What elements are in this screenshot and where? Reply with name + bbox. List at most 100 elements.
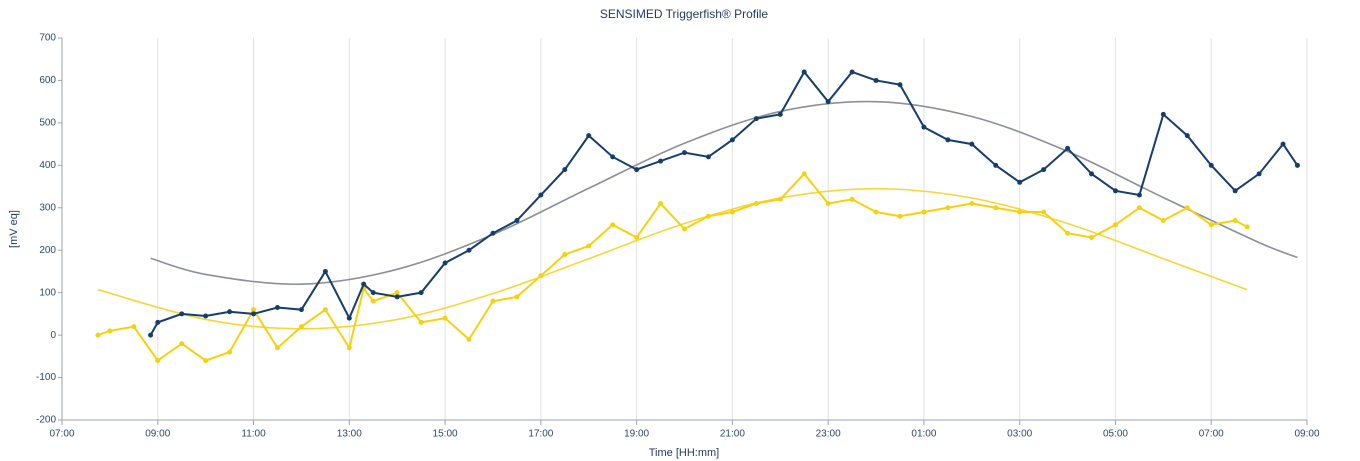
- data-point: [801, 171, 807, 177]
- data-point: [203, 313, 209, 319]
- x-tick-label: 21:00: [720, 429, 745, 440]
- data-point: [1208, 162, 1214, 168]
- data-point: [945, 137, 951, 143]
- x-tick-label: 17:00: [528, 429, 553, 440]
- data-point: [562, 167, 568, 173]
- x-tick-label: 09:00: [1294, 429, 1319, 440]
- data-point: [1244, 224, 1250, 230]
- data-point: [1065, 145, 1071, 151]
- y-tick-label: 600: [39, 75, 56, 86]
- data-point: [418, 290, 424, 296]
- x-tick-label: 03:00: [1007, 429, 1032, 440]
- data-point: [346, 345, 352, 351]
- data-point: [658, 201, 664, 207]
- data-point: [490, 230, 496, 236]
- data-point: [586, 243, 592, 249]
- data-point: [442, 260, 448, 266]
- x-tick-label: 07:00: [1199, 429, 1224, 440]
- data-point: [969, 201, 975, 207]
- data-point: [148, 332, 154, 338]
- data-point: [466, 247, 472, 253]
- x-tick-label: 09:00: [145, 429, 170, 440]
- data-point: [897, 82, 903, 88]
- data-point: [1017, 209, 1023, 215]
- data-point: [1256, 171, 1262, 177]
- data-point: [1136, 192, 1142, 198]
- data-point: [1232, 188, 1238, 194]
- x-tick-label: 23:00: [816, 429, 841, 440]
- data-point: [1112, 188, 1118, 194]
- data-point: [1065, 230, 1071, 236]
- data-point: [729, 209, 735, 215]
- data-point: [586, 133, 592, 139]
- data-point: [705, 154, 711, 160]
- data-point: [203, 358, 209, 364]
- data-point: [1184, 133, 1190, 139]
- data-point: [1160, 111, 1166, 117]
- data-point: [346, 315, 352, 321]
- data-point: [514, 294, 520, 300]
- data-point: [394, 294, 400, 300]
- data-point: [251, 307, 257, 313]
- data-point: [466, 336, 472, 342]
- data-point: [298, 324, 304, 330]
- data-point: [179, 341, 185, 347]
- data-point: [227, 349, 233, 355]
- data-point: [107, 328, 113, 334]
- x-tick-label: 01:00: [911, 429, 936, 440]
- data-point: [682, 150, 687, 156]
- y-tick-label: 700: [39, 33, 56, 44]
- data-point: [418, 319, 424, 325]
- x-tick-label: 13:00: [337, 429, 362, 440]
- data-point: [705, 213, 711, 219]
- data-point: [274, 305, 280, 311]
- data-point: [361, 281, 367, 287]
- x-tick-label: 07:00: [49, 429, 74, 440]
- data-point: [538, 273, 544, 279]
- data-point: [442, 315, 448, 321]
- data-point: [921, 209, 927, 215]
- y-tick-label: 0: [50, 330, 56, 341]
- data-point: [179, 311, 185, 317]
- data-point: [921, 124, 927, 130]
- data-point: [849, 69, 855, 75]
- data-point: [682, 226, 687, 232]
- data-point: [801, 69, 807, 75]
- data-point: [370, 298, 376, 304]
- data-point: [1089, 171, 1095, 177]
- y-tick-label: 400: [39, 160, 56, 171]
- data-point: [610, 154, 616, 160]
- data-point: [370, 290, 376, 296]
- data-point: [1041, 167, 1047, 173]
- data-point: [1294, 162, 1300, 168]
- y-tick-label: -100: [36, 372, 56, 383]
- data-point: [95, 332, 101, 338]
- data-point: [753, 201, 759, 207]
- data-point: [825, 201, 831, 207]
- data-point: [251, 311, 257, 317]
- data-point: [1089, 234, 1095, 240]
- data-point: [897, 213, 903, 219]
- data-point: [562, 251, 568, 257]
- y-tick-label: 500: [39, 118, 56, 129]
- data-point: [993, 205, 999, 211]
- chart-title: SENSIMED Triggerfish® Profile: [600, 7, 769, 21]
- data-point: [1136, 205, 1142, 211]
- data-point: [825, 99, 831, 105]
- data-point: [729, 137, 735, 143]
- data-point: [227, 309, 233, 315]
- data-point: [322, 307, 328, 313]
- data-point: [298, 307, 304, 313]
- data-point: [849, 196, 855, 202]
- data-point: [131, 324, 137, 330]
- data-point: [1041, 209, 1047, 215]
- fit-curve: [97, 187, 1248, 330]
- y-tick-label: -200: [36, 415, 56, 426]
- data-point: [634, 234, 640, 240]
- y-tick-label: 300: [39, 202, 56, 213]
- data-point: [945, 205, 951, 211]
- data-point: [490, 298, 496, 304]
- x-tick-label: 15:00: [433, 429, 458, 440]
- data-line: [97, 172, 1248, 362]
